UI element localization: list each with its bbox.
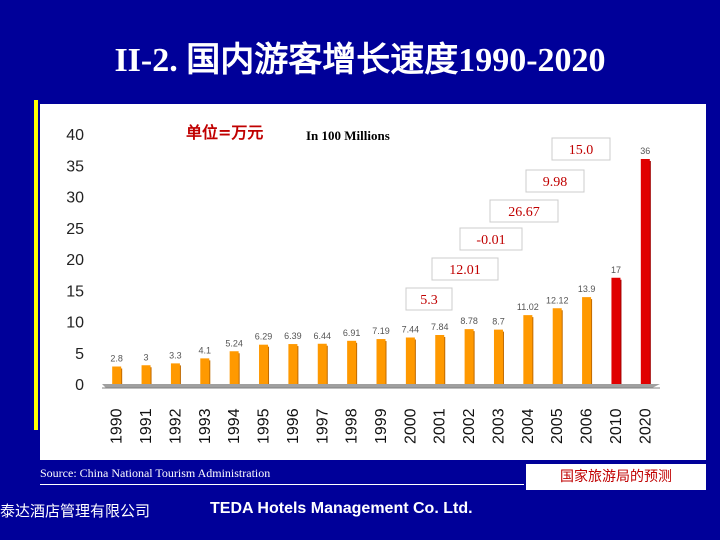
company-name-en: TEDA Hotels Management Co. Ltd. (210, 500, 473, 517)
forecast-note: 国家旅游局的预测 (526, 464, 706, 490)
y-tick-label: 10 (66, 315, 84, 332)
growth-label-box (525, 169, 585, 193)
y-tick-label: 0 (75, 377, 84, 394)
x-tick-label: 1990 (109, 408, 126, 444)
bar-value-label: 6.39 (284, 331, 302, 341)
bar (464, 329, 474, 384)
growth-label: 5.3 (420, 293, 438, 308)
bar (640, 159, 650, 384)
bar-value-label: 6.91 (343, 328, 361, 338)
x-tick-label: 2020 (637, 408, 654, 444)
bar (435, 335, 445, 384)
bar-value-label: 3 (144, 352, 149, 362)
bar (141, 365, 151, 384)
growth-label: -0.01 (476, 233, 505, 248)
bar (288, 344, 298, 384)
x-tick-label: 2000 (402, 408, 419, 444)
x-tick-label: 2004 (520, 408, 537, 444)
x-tick-label: 2002 (461, 408, 478, 444)
bar (611, 277, 621, 384)
x-tick-label: 1996 (285, 408, 302, 444)
x-tick-label: 2010 (608, 408, 625, 444)
x-tick-label: 1994 (226, 408, 243, 444)
x-tick-label: 1999 (373, 408, 390, 444)
bar-value-label: 6.29 (255, 332, 273, 342)
growth-label-box (431, 257, 499, 281)
growth-label-box (405, 287, 453, 311)
bar (112, 366, 122, 384)
bar-value-label: 13.9 (578, 284, 596, 294)
bar-value-label: 8.78 (460, 316, 478, 326)
y-tick-label: 40 (66, 127, 84, 144)
chart-panel: 0 5 10 15 20 25 30 35 40 2.8 1990 3 1991 3.3 1992 4.1 19… (40, 104, 706, 460)
x-tick-label: 1995 (256, 408, 273, 444)
bar-value-label: 7.19 (372, 326, 390, 336)
chart-floor (102, 384, 660, 388)
y-tick-label: 25 (66, 221, 84, 238)
growth-label-box (459, 227, 523, 251)
bar (347, 340, 357, 384)
growth-label: 9.98 (543, 175, 568, 190)
bar (229, 351, 239, 384)
bar (170, 363, 180, 384)
bar (582, 297, 592, 384)
y-tick-label: 35 (66, 158, 84, 175)
x-tick-label: 2005 (549, 408, 566, 444)
bar-value-label: 17 (611, 265, 621, 275)
growth-label-box (551, 137, 611, 161)
bar (493, 329, 503, 384)
bar (259, 344, 269, 384)
bar (523, 315, 533, 384)
y-tick-label: 15 (66, 283, 84, 300)
x-tick-label: 1993 (197, 408, 214, 444)
bar-value-label: 3.3 (169, 350, 182, 360)
growth-label-box (489, 199, 559, 223)
company-name-cn: 泰达酒店管理有限公司 (0, 502, 151, 520)
y-tick-label: 20 (66, 252, 84, 269)
bar-value-label: 8.7 (492, 317, 505, 327)
y-tick-label: 5 (75, 346, 84, 363)
x-tick-label: 1992 (167, 408, 184, 444)
growth-label: 26.67 (508, 205, 540, 220)
bar-value-label: 7.44 (402, 325, 420, 335)
bar-value-label: 2.8 (110, 354, 123, 364)
x-tick-label: 1991 (138, 408, 155, 444)
bar-value-label: 12.12 (546, 295, 569, 305)
x-tick-label: 2001 (432, 408, 449, 444)
bar (200, 358, 210, 384)
bar-value-label: 6.44 (313, 331, 331, 341)
y-tick-label: 30 (66, 190, 84, 207)
slide-title: II-2. 国内游客增长速度1990-2020 (114, 42, 606, 79)
growth-label: 15.0 (569, 143, 594, 158)
bar-value-label: 7.84 (431, 322, 449, 332)
bar-value-label: 11.02 (517, 302, 539, 312)
bar-value-label: 4.1 (199, 345, 212, 355)
unit-label-en: In 100 Millions (306, 128, 390, 143)
bar (552, 308, 562, 384)
bar-value-label: 5.24 (225, 338, 243, 348)
bar-value-label: 36 (640, 146, 650, 156)
x-tick-label: 2006 (579, 408, 596, 444)
bar-chart: 0 5 10 15 20 25 30 35 40 2.8 1990 3 1991 3.3 1992 4.1 19… (66, 123, 660, 444)
accent-bar (34, 100, 38, 430)
unit-label-cn: 单位=万元 (186, 123, 263, 142)
bar (376, 339, 386, 384)
bar (317, 343, 327, 384)
bar (405, 337, 415, 384)
x-tick-label: 1998 (344, 408, 361, 444)
growth-label: 12.01 (449, 263, 481, 278)
x-tick-label: 2003 (490, 408, 507, 444)
source-note: Source: China National Tourism Administr… (40, 466, 524, 485)
x-tick-label: 1997 (314, 408, 331, 444)
